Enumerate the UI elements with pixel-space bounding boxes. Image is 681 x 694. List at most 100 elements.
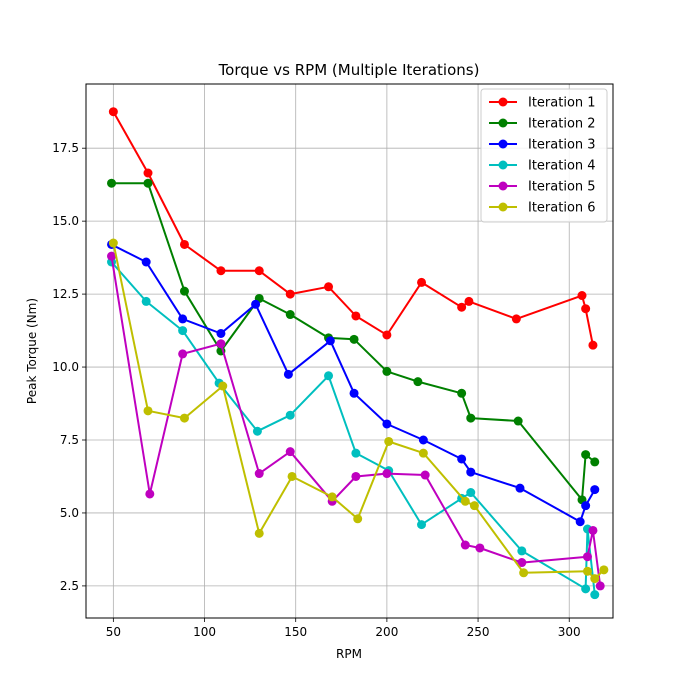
data-point [417, 277, 427, 287]
data-point [460, 540, 470, 550]
data-point [178, 349, 188, 359]
data-point [511, 314, 521, 324]
data-point [108, 238, 118, 248]
data-point [588, 525, 598, 535]
data-point [179, 286, 189, 296]
data-point [382, 366, 392, 376]
data-point [590, 485, 600, 495]
data-point [590, 590, 600, 600]
data-point [349, 388, 359, 398]
series-1 [108, 107, 598, 350]
data-point [216, 339, 226, 349]
data-point [519, 568, 529, 578]
series-layer [107, 107, 609, 600]
data-point [218, 381, 228, 391]
data-point [351, 471, 361, 481]
data-point [141, 257, 151, 267]
data-point [143, 168, 153, 178]
legend-item: Iteration 3 [489, 138, 596, 153]
legend-marker [498, 97, 508, 107]
data-point [285, 310, 295, 320]
data-point [252, 426, 262, 436]
x-tick-label: 150 [284, 625, 307, 639]
x-tick-label: 50 [106, 625, 121, 639]
legend-marker [498, 139, 508, 149]
data-point [582, 566, 592, 576]
data-point [178, 326, 188, 336]
data-point [575, 517, 585, 527]
data-point [420, 470, 430, 480]
data-point [581, 304, 591, 314]
data-point [382, 469, 392, 479]
data-point [582, 552, 592, 562]
data-point [581, 584, 591, 594]
data-point [143, 406, 153, 416]
data-point [108, 107, 118, 117]
x-tick-label: 200 [375, 625, 398, 639]
data-point [457, 454, 467, 464]
series-line [110, 256, 602, 587]
data-point [517, 558, 527, 568]
legend-label: Iteration 3 [528, 138, 596, 153]
data-point [327, 492, 337, 502]
data-point [216, 328, 226, 338]
series-3 [107, 239, 600, 527]
data-point [349, 334, 359, 344]
legend-label: Iteration 1 [528, 96, 596, 111]
x-axis-label: RPM [336, 647, 362, 661]
x-tick-label: 300 [558, 625, 581, 639]
data-point [466, 488, 476, 498]
data-point [145, 489, 155, 499]
data-point [418, 448, 428, 458]
legend-label: Iteration 4 [528, 159, 596, 174]
data-point [179, 239, 189, 249]
y-tick-label: 17.5 [52, 141, 79, 155]
data-point [595, 581, 605, 591]
data-point [143, 178, 153, 188]
data-point [285, 410, 295, 420]
data-point [325, 336, 335, 346]
legend-label: Iteration 6 [528, 201, 596, 216]
data-point [466, 413, 476, 423]
series-6 [108, 238, 609, 584]
data-point [599, 565, 609, 575]
y-axis-label: Peak Torque (Nm) [25, 298, 39, 404]
data-point [413, 377, 423, 387]
data-point [251, 299, 261, 309]
data-point [254, 266, 264, 276]
legend-label: Iteration 5 [528, 180, 596, 195]
data-point [475, 543, 485, 553]
data-point [216, 266, 226, 276]
data-point [384, 436, 394, 446]
grid [86, 84, 613, 618]
data-point [382, 330, 392, 340]
x-tick-label: 100 [193, 625, 216, 639]
legend-marker [498, 181, 508, 191]
data-point [285, 447, 295, 457]
data-point [469, 501, 479, 511]
data-point [581, 501, 591, 511]
data-point [590, 574, 600, 584]
data-point [460, 496, 470, 506]
ticks: 50 100 150 200 250 300 2.5 5.0 7.5 10.0 12.5 15.0 17… [52, 141, 580, 639]
series-line [112, 242, 605, 580]
data-point [588, 340, 598, 350]
legend-item: Iteration 6 [489, 201, 596, 216]
data-point [141, 296, 151, 306]
series-line [111, 182, 596, 501]
series-line [112, 111, 594, 346]
data-point [515, 483, 525, 493]
legend: Iteration 1 Iteration 2 Iteration 3 Iterati… [480, 88, 608, 223]
data-point [283, 369, 293, 379]
data-point [351, 311, 361, 321]
data-point [254, 528, 264, 538]
data-point [107, 251, 117, 261]
data-point [382, 419, 392, 429]
data-point [581, 450, 591, 460]
data-point [324, 282, 334, 292]
data-point [353, 514, 363, 524]
x-tick-label: 250 [467, 625, 490, 639]
data-point [590, 457, 600, 467]
legend-item: Iteration 5 [489, 180, 596, 195]
